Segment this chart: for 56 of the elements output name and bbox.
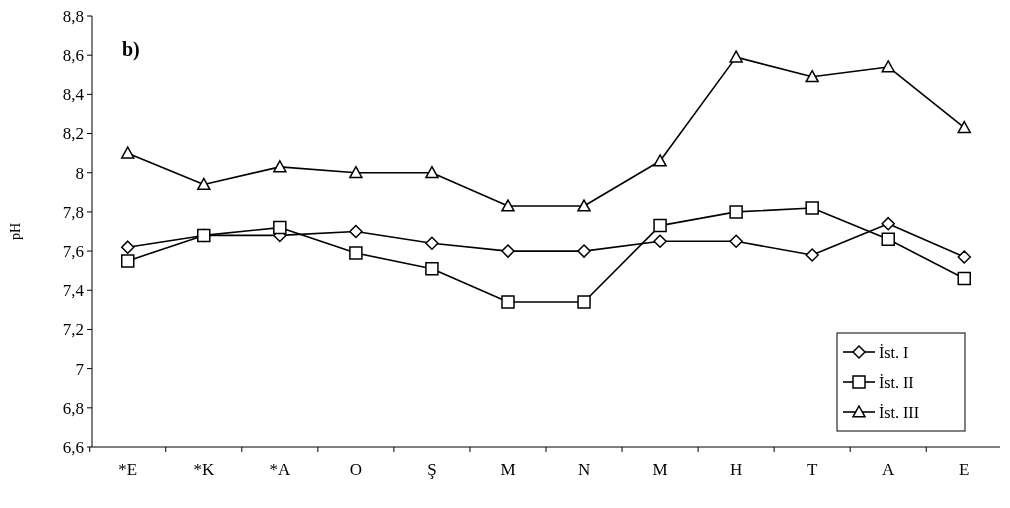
point	[805, 69, 819, 83]
point	[577, 199, 591, 212]
point	[120, 254, 135, 268]
x-tick-label: Ş	[427, 460, 437, 479]
point	[197, 228, 211, 243]
point	[729, 205, 743, 219]
point	[349, 224, 363, 239]
y-tick-label: 7,6	[62, 242, 84, 262]
y-tick-label: 8,6	[62, 46, 84, 66]
y-tick-label: 7,8	[62, 202, 84, 222]
point	[881, 232, 895, 247]
point	[349, 246, 363, 260]
point	[881, 216, 895, 231]
x-tick-label: A	[882, 460, 896, 479]
y-tick-label: 7,2	[62, 320, 84, 340]
x-tick-label: *K	[193, 460, 215, 479]
point	[729, 50, 743, 63]
point	[273, 220, 287, 235]
x-tick-label: H	[729, 460, 743, 479]
x-tick-label: N	[577, 460, 591, 479]
legend-label: İst. II	[879, 373, 914, 391]
legend-label: İst. I	[879, 343, 909, 361]
point	[349, 165, 363, 179]
y-tick-label: 6,8	[62, 398, 84, 418]
y-tick-label: 8,2	[62, 124, 84, 144]
y-tick-label: 6,6	[62, 437, 84, 457]
y-tick-label: 8,4	[62, 85, 85, 105]
x-tick-label: E	[959, 460, 970, 479]
point	[425, 261, 439, 276]
point	[653, 154, 667, 167]
y-tick-label: 7,4	[62, 281, 85, 301]
x-tick-label: T	[806, 460, 818, 479]
point	[881, 60, 895, 73]
legend-label: İst. III	[879, 403, 919, 421]
point	[805, 201, 819, 215]
y-tick-label: 8	[75, 163, 84, 183]
x-tick-label: *E	[118, 460, 138, 479]
point	[501, 199, 515, 212]
x-tick-label: *A	[269, 460, 291, 479]
point	[957, 250, 972, 264]
point	[273, 160, 287, 173]
y-axis-title: pH	[8, 222, 23, 241]
annotation: b)	[122, 38, 140, 61]
x-tick-label: M	[500, 460, 516, 479]
y-tick-label: 8,8	[62, 6, 84, 26]
y-tick-label: 7	[75, 359, 85, 379]
point	[957, 120, 972, 134]
x-tick-label: M	[652, 460, 668, 479]
point	[957, 271, 972, 286]
point	[501, 295, 515, 309]
point	[120, 146, 135, 159]
point	[577, 295, 591, 309]
point	[425, 165, 439, 179]
point	[197, 177, 211, 191]
x-tick-label: O	[349, 460, 363, 479]
point	[653, 218, 667, 233]
